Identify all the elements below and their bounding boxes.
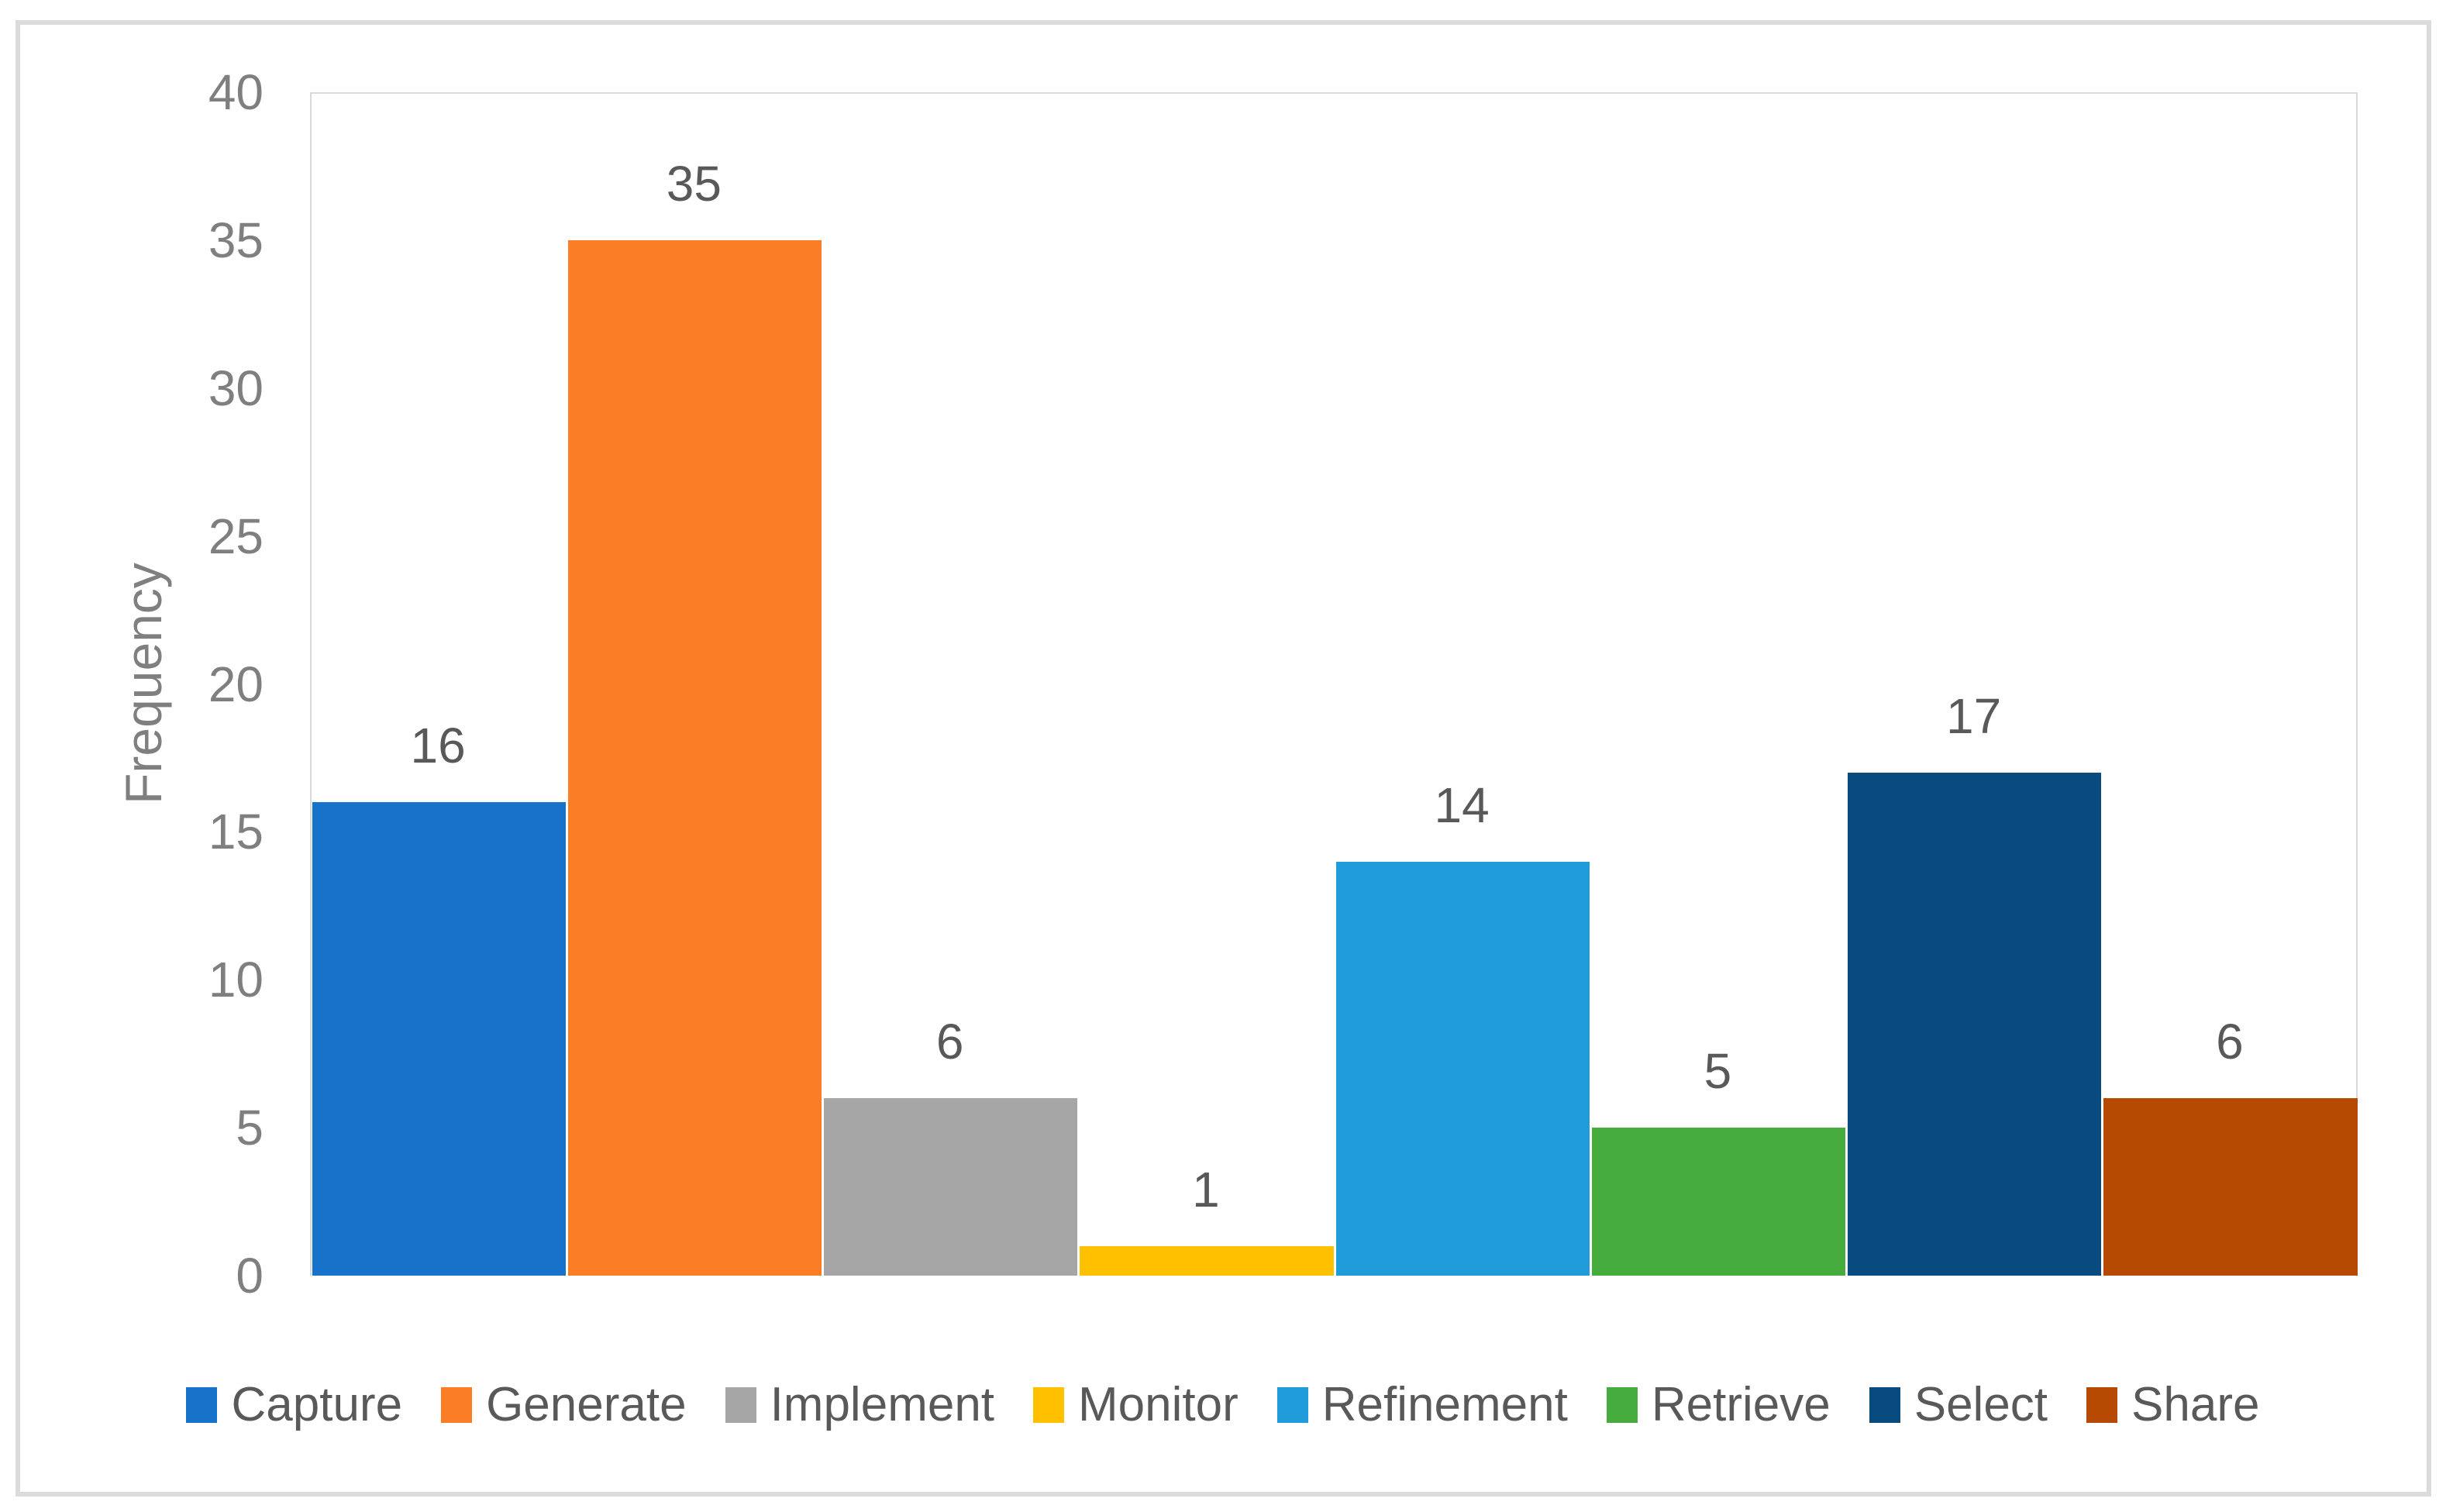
legend-swatch-implement: [725, 1386, 756, 1423]
bar-select: [1848, 773, 2102, 1276]
legend-swatch-select: [1869, 1386, 1900, 1423]
y-tick-0: 0: [236, 1248, 264, 1304]
legend-item-retrieve: Retrieve: [1606, 1377, 1831, 1432]
bar-monitor: [1080, 1245, 1334, 1276]
legend-label-select: Select: [1914, 1378, 2048, 1431]
legend-swatch-refinement: [1276, 1386, 1308, 1423]
legend-item-share: Share: [2086, 1377, 2260, 1432]
legend-swatch-retrieve: [1606, 1386, 1638, 1423]
data-label-refinement: 14: [1434, 777, 1490, 833]
y-tick-5: 5: [236, 1100, 264, 1156]
data-label-monitor: 1: [1192, 1161, 1220, 1218]
legend-label-capture: Capture: [231, 1378, 403, 1431]
legend-item-refinement: Refinement: [1276, 1377, 1568, 1432]
legend-swatch-capture: [186, 1386, 218, 1423]
legend-item-generate: Generate: [441, 1377, 687, 1432]
legend-swatch-generate: [441, 1386, 473, 1423]
legend-label-implement: Implement: [770, 1378, 995, 1431]
data-label-share: 6: [2216, 1013, 2244, 1069]
legend-label-refinement: Refinement: [1321, 1378, 1568, 1431]
data-label-select: 17: [1946, 688, 2002, 745]
legend-item-monitor: Monitor: [1033, 1377, 1239, 1432]
y-tick-35: 35: [208, 212, 264, 268]
legend-label-retrieve: Retrieve: [1651, 1378, 1831, 1431]
y-tick-25: 25: [208, 508, 264, 564]
y-tick-40: 40: [208, 64, 264, 120]
legend-swatch-monitor: [1033, 1386, 1065, 1423]
legend-item-capture: Capture: [186, 1377, 402, 1432]
data-label-retrieve: 5: [1704, 1043, 1732, 1100]
y-tick-20: 20: [208, 656, 264, 712]
bar-refinement: [1335, 861, 1590, 1276]
bar-retrieve: [1591, 1128, 1845, 1276]
y-tick-15: 15: [208, 804, 264, 860]
chart-border-frame: [16, 20, 2431, 1497]
bar-share: [2103, 1097, 2358, 1276]
legend-label-share: Share: [2131, 1378, 2260, 1431]
legend: Capture Generate Implement Monitor Refinemen…: [0, 1368, 2446, 1441]
y-tick-10: 10: [208, 952, 264, 1008]
plot-area: [310, 92, 2358, 1276]
legend-item-implement: Implement: [725, 1377, 994, 1432]
data-label-implement: 6: [935, 1013, 964, 1069]
data-label-capture: 16: [410, 718, 466, 774]
legend-label-generate: Generate: [486, 1378, 687, 1431]
legend-swatch-share: [2086, 1386, 2118, 1423]
y-tick-30: 30: [208, 360, 264, 416]
bar-generate: [567, 239, 822, 1276]
legend-item-select: Select: [1869, 1377, 2048, 1432]
legend-label-monitor: Monitor: [1078, 1378, 1239, 1431]
bar-implement: [824, 1097, 1078, 1276]
data-label-generate: 35: [666, 155, 722, 212]
bar-capture: [312, 802, 566, 1276]
